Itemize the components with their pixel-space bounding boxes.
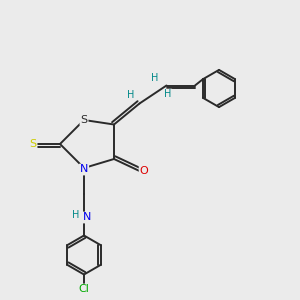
Text: S: S [80, 115, 88, 125]
Text: O: O [140, 166, 148, 176]
Text: H: H [127, 89, 134, 100]
Text: H: H [152, 73, 159, 83]
Text: Cl: Cl [79, 284, 89, 295]
Text: H: H [72, 210, 80, 220]
Text: H: H [164, 89, 172, 100]
Text: N: N [80, 164, 88, 175]
Text: S: S [29, 139, 37, 149]
Text: N: N [83, 212, 91, 223]
